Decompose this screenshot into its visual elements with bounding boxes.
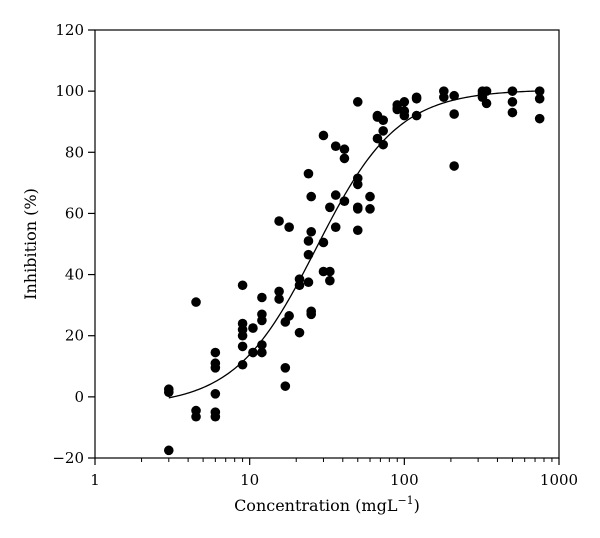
data-point <box>163 445 174 456</box>
data-point <box>449 90 459 101</box>
y-axis: −20 0 20 40 60 80 100 120 <box>52 21 95 467</box>
data-point <box>352 179 363 190</box>
data-point <box>210 363 221 373</box>
data-point <box>248 323 258 333</box>
data-point <box>481 86 492 96</box>
y-tick-label: 100 <box>55 82 84 100</box>
x-tick-label: 1 <box>90 471 100 489</box>
data-point <box>439 92 449 103</box>
x-tick-label: 10 <box>240 471 259 489</box>
data-point <box>339 153 350 164</box>
y-tick-label: 20 <box>65 327 84 345</box>
data-point <box>330 141 341 151</box>
data-point <box>191 297 201 307</box>
data-point <box>372 133 383 144</box>
data-point <box>352 204 363 214</box>
data-point <box>248 347 258 358</box>
y-tick-label: 80 <box>65 143 84 161</box>
data-point <box>274 294 284 304</box>
data-point <box>507 86 518 96</box>
data-point <box>378 115 388 125</box>
x-tick-label: 100 <box>390 471 419 489</box>
data-point <box>257 340 267 350</box>
data-point <box>303 168 314 179</box>
data-point <box>411 93 422 104</box>
data-point <box>306 309 317 320</box>
data-point <box>274 216 284 226</box>
plot-frame <box>94 29 560 459</box>
data-point <box>352 225 363 236</box>
data-point <box>280 363 291 373</box>
x-axis: 1 10 100 1000 <box>90 458 578 489</box>
data-point <box>330 222 341 232</box>
data-point <box>284 222 294 232</box>
data-point <box>257 292 267 303</box>
data-point <box>257 347 267 358</box>
y-axis-title: Inhibition (%) <box>21 188 40 300</box>
x-axis-title: Concentration (mgL−1) <box>234 494 420 515</box>
data-point <box>330 190 341 200</box>
data-point <box>306 226 317 237</box>
y-tick-label: 0 <box>74 388 84 406</box>
data-point <box>210 411 221 422</box>
data-point <box>191 411 201 422</box>
data-point <box>507 97 518 107</box>
y-tick-label: 120 <box>55 21 84 39</box>
y-tick-label: 40 <box>65 266 84 284</box>
data-point <box>365 191 375 202</box>
data-point <box>378 139 388 150</box>
data-point <box>210 347 221 358</box>
data-point <box>318 130 329 141</box>
data-point <box>534 86 545 96</box>
x-axis-title-close: ) <box>414 496 420 515</box>
x-axis-title-superscript: −1 <box>397 494 413 507</box>
data-point <box>303 249 314 260</box>
data-point <box>534 93 545 104</box>
data-point <box>294 280 305 291</box>
data-point <box>318 237 329 248</box>
data-point <box>303 236 314 246</box>
data-point <box>352 97 363 107</box>
data-point <box>325 266 335 277</box>
data-point <box>280 381 291 391</box>
data-point <box>237 280 248 291</box>
data-point <box>411 110 422 121</box>
data-point <box>365 204 375 214</box>
data-point <box>534 113 545 124</box>
data-point <box>274 286 284 297</box>
data-point <box>325 275 335 286</box>
x-axis-title-main: Concentration (mgL <box>234 496 398 515</box>
y-tick-label: −20 <box>52 449 84 467</box>
data-point <box>399 97 410 107</box>
data-point <box>339 196 350 206</box>
data-point <box>303 277 314 288</box>
data-point <box>294 327 305 338</box>
data-point <box>378 126 388 136</box>
data-point <box>507 107 518 118</box>
data-point <box>325 202 335 213</box>
data-point <box>481 98 492 109</box>
data-point <box>237 359 248 370</box>
x-tick-label: 1000 <box>540 471 578 489</box>
data-point <box>210 389 221 399</box>
data-point <box>163 387 174 398</box>
data-point <box>449 161 459 171</box>
data-point <box>306 191 317 202</box>
data-points-layer <box>163 86 545 456</box>
data-point <box>257 315 267 326</box>
y-tick-label: 60 <box>65 204 84 222</box>
data-point <box>237 330 248 341</box>
data-point <box>339 144 350 155</box>
data-point <box>284 311 294 321</box>
data-point <box>449 109 459 119</box>
data-point <box>237 341 248 352</box>
data-point <box>399 110 410 121</box>
